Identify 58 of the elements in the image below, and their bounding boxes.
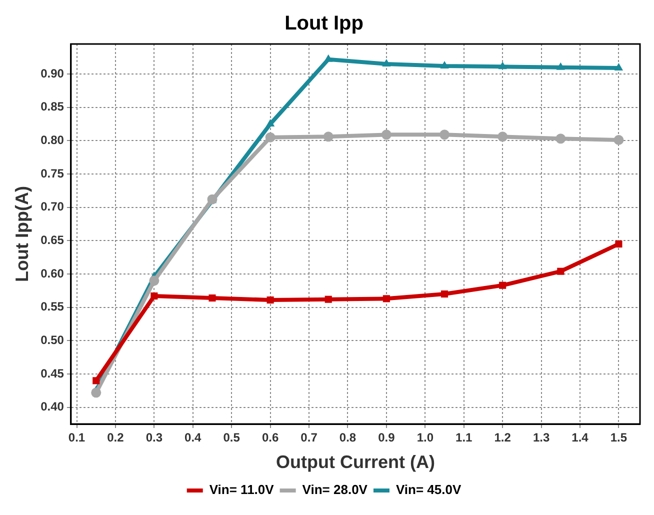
point [615,240,622,248]
y-tick-label: 0.45 [40,366,64,380]
x-tick-label: 1.1 [456,430,473,445]
y-tick-label: 0.75 [40,166,64,180]
x-tick-label: 1.4 [572,430,589,445]
point [265,132,276,142]
point [149,276,160,286]
point [498,62,507,70]
y-tick-label: 0.40 [40,400,64,414]
y-axis-title: Lout Ipp(A) [12,186,32,282]
x-tick-label: 0.7 [300,430,318,445]
point [324,54,333,62]
point [614,135,624,145]
point [150,292,158,300]
x-tick-label: 0.3 [146,430,163,445]
x-tick-label: 1.3 [532,430,550,445]
x-axis-title: Output Current (A) [276,452,435,472]
y-tick-label: 0.90 [40,66,64,80]
point [498,132,508,142]
point [323,132,334,142]
legend-label: Vin= 11.0V [209,482,274,498]
point [499,282,506,289]
point [91,388,102,398]
legend-label: Vin= 28.0V [302,482,368,498]
point [381,130,392,140]
y-tick-label: 0.60 [40,266,64,280]
point [92,377,100,384]
point [440,290,448,298]
y-tick-label: 0.80 [40,132,64,147]
point [556,134,566,144]
x-tick-label: 0.9 [378,430,396,445]
point [440,130,450,140]
x-tick-label: 0.2 [107,430,124,445]
point [614,63,624,70]
x-tick-label: 0.8 [339,430,356,445]
point [557,268,564,275]
point [266,119,275,126]
y-tick-label: 0.65 [40,232,64,247]
y-tick-label: 0.85 [40,100,64,114]
y-tick-label: 0.55 [40,300,64,314]
x-tick-label: 0.6 [262,430,279,445]
point [382,295,390,302]
point [208,294,216,302]
x-tick-label: 1.0 [416,430,434,445]
x-tick-label: 0.5 [223,430,240,445]
x-tick-label: 0.4 [184,430,202,445]
legend-label: Vin= 45.0V [396,482,462,498]
x-tick-label: 0.1 [68,430,86,445]
y-tick-label: 0.50 [40,332,64,347]
point [556,62,565,70]
x-tick-label: 1.5 [610,430,628,445]
point [382,59,391,66]
y-tick-label: 0.70 [40,200,64,214]
x-tick-label: 1.2 [494,430,512,445]
point [440,61,449,68]
chart-title: Lout Ipp [284,12,364,35]
point [266,296,274,304]
point [324,296,332,303]
